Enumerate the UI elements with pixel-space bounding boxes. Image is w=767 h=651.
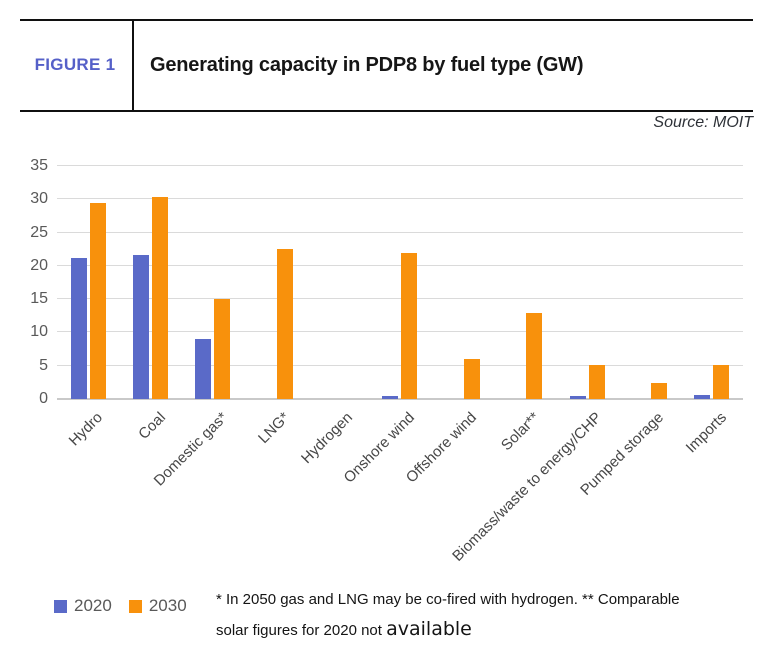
footnote-line-2-emphasis: available [386, 618, 472, 640]
y-axis-tick-25: 25 [30, 223, 48, 241]
legend-swatch-2030 [128, 599, 142, 613]
footnote-line-1: * In 2050 gas and LNG may be co-fired wi… [216, 591, 680, 608]
bar-2030-Domestic gas* [214, 299, 231, 399]
y-axis-tick-0: 0 [39, 390, 48, 407]
legend-label-2020: 2020 [74, 596, 112, 615]
y-axis-tick-15: 15 [30, 290, 48, 308]
bar-group-8 [494, 166, 556, 399]
x-axis-label-5: Hydrogen [297, 409, 356, 468]
x-axis-label-1: Hydro [65, 409, 107, 450]
source-note: Source: MOIT [653, 114, 753, 131]
x-axis-label-7: Offshore wind [403, 409, 481, 487]
gridline-35 [57, 165, 743, 166]
legend-label-2030: 2030 [148, 596, 187, 615]
bar-group-3 [182, 166, 244, 399]
chart-legend: 2020 2030 [54, 596, 187, 616]
bar-2020-Hydro [70, 257, 87, 399]
legend-item-2020: 2020 [54, 596, 112, 616]
gridline-10 [57, 331, 743, 333]
x-axis-label-2: Coal [134, 409, 169, 443]
bar-group-2 [119, 166, 181, 399]
y-axis-labels: 0 5 10 15 20 25 30 35 [0, 157, 48, 407]
bar-2020-Domestic gas* [195, 339, 212, 399]
header-divider [132, 19, 134, 112]
bar-2030-Solar** [526, 313, 543, 399]
bar-2030-Imports [713, 365, 730, 399]
bar-2020-Imports [694, 395, 711, 399]
x-axis-label-8: Solar** [497, 409, 543, 455]
x-axis-label-11: Imports [682, 409, 730, 457]
bar-2030-Biomass/waste to energy/CHP [588, 365, 605, 399]
x-axis-label-10: Pumped storage [577, 409, 668, 499]
bar-group-1 [57, 166, 119, 399]
gridline-20 [57, 264, 743, 266]
footnote-line-2-text: solar figures for 2020 not [216, 622, 387, 639]
y-axis-tick-30: 30 [30, 190, 48, 208]
bar-2020-Biomass/waste to energy/CHP [569, 396, 586, 399]
bar-2020-Coal [133, 255, 150, 399]
footnote: * In 2050 gas and LNG may be co-fired wi… [216, 589, 706, 642]
x-axis-line [57, 398, 743, 400]
plot-area [57, 165, 743, 400]
x-axis-label-4: LNG* [255, 409, 294, 447]
bar-group-6 [369, 166, 431, 399]
y-axis-tick-20: 20 [30, 256, 48, 274]
bar-2020-Onshore wind [382, 395, 399, 399]
bar-group-7 [431, 166, 493, 399]
bar-2030-Hydro [89, 203, 106, 399]
bar-group-9 [556, 166, 618, 399]
y-axis-tick-35: 35 [30, 157, 48, 174]
bar-2030-Coal [152, 197, 169, 399]
legend-swatch-2020 [54, 599, 67, 613]
bar-2030-LNG* [276, 248, 293, 399]
x-axis-labels: Hydro Coal Domestic gas* LNG* Hydrogen Onshor… [0, 399, 767, 599]
y-axis-tick-10: 10 [30, 323, 48, 341]
bar-2030-Onshore wind [401, 253, 418, 399]
x-axis-label-6: Onshore wind [340, 409, 419, 487]
gridline-5 [57, 364, 743, 366]
gridline-25 [57, 231, 743, 233]
bar-group-4 [244, 166, 306, 399]
bar-2030-Offshore wind [463, 359, 480, 399]
bar-group-5 [306, 166, 368, 399]
legend-item-2030: 2030 [128, 596, 187, 616]
x-axis-label-3: Domestic gas* [150, 409, 231, 490]
bar-group-11 [681, 166, 743, 399]
bar-group-10 [618, 166, 680, 399]
figure-number-label: FIGURE 1 [34, 55, 116, 74]
x-axis-label-9: Biomass/waste to energy/CHP [449, 409, 606, 565]
gridline-30 [57, 198, 743, 200]
footnote-line-2: solar figures for 2020 not available [216, 618, 706, 642]
header-bottom-rule [20, 110, 753, 112]
y-axis-tick-5: 5 [39, 356, 48, 374]
header-top-rule [20, 19, 753, 21]
bar-2030-Pumped storage [650, 383, 667, 399]
gridline-15 [57, 298, 743, 300]
figure-title: Generating capacity in PDP8 by fuel type… [150, 53, 584, 76]
